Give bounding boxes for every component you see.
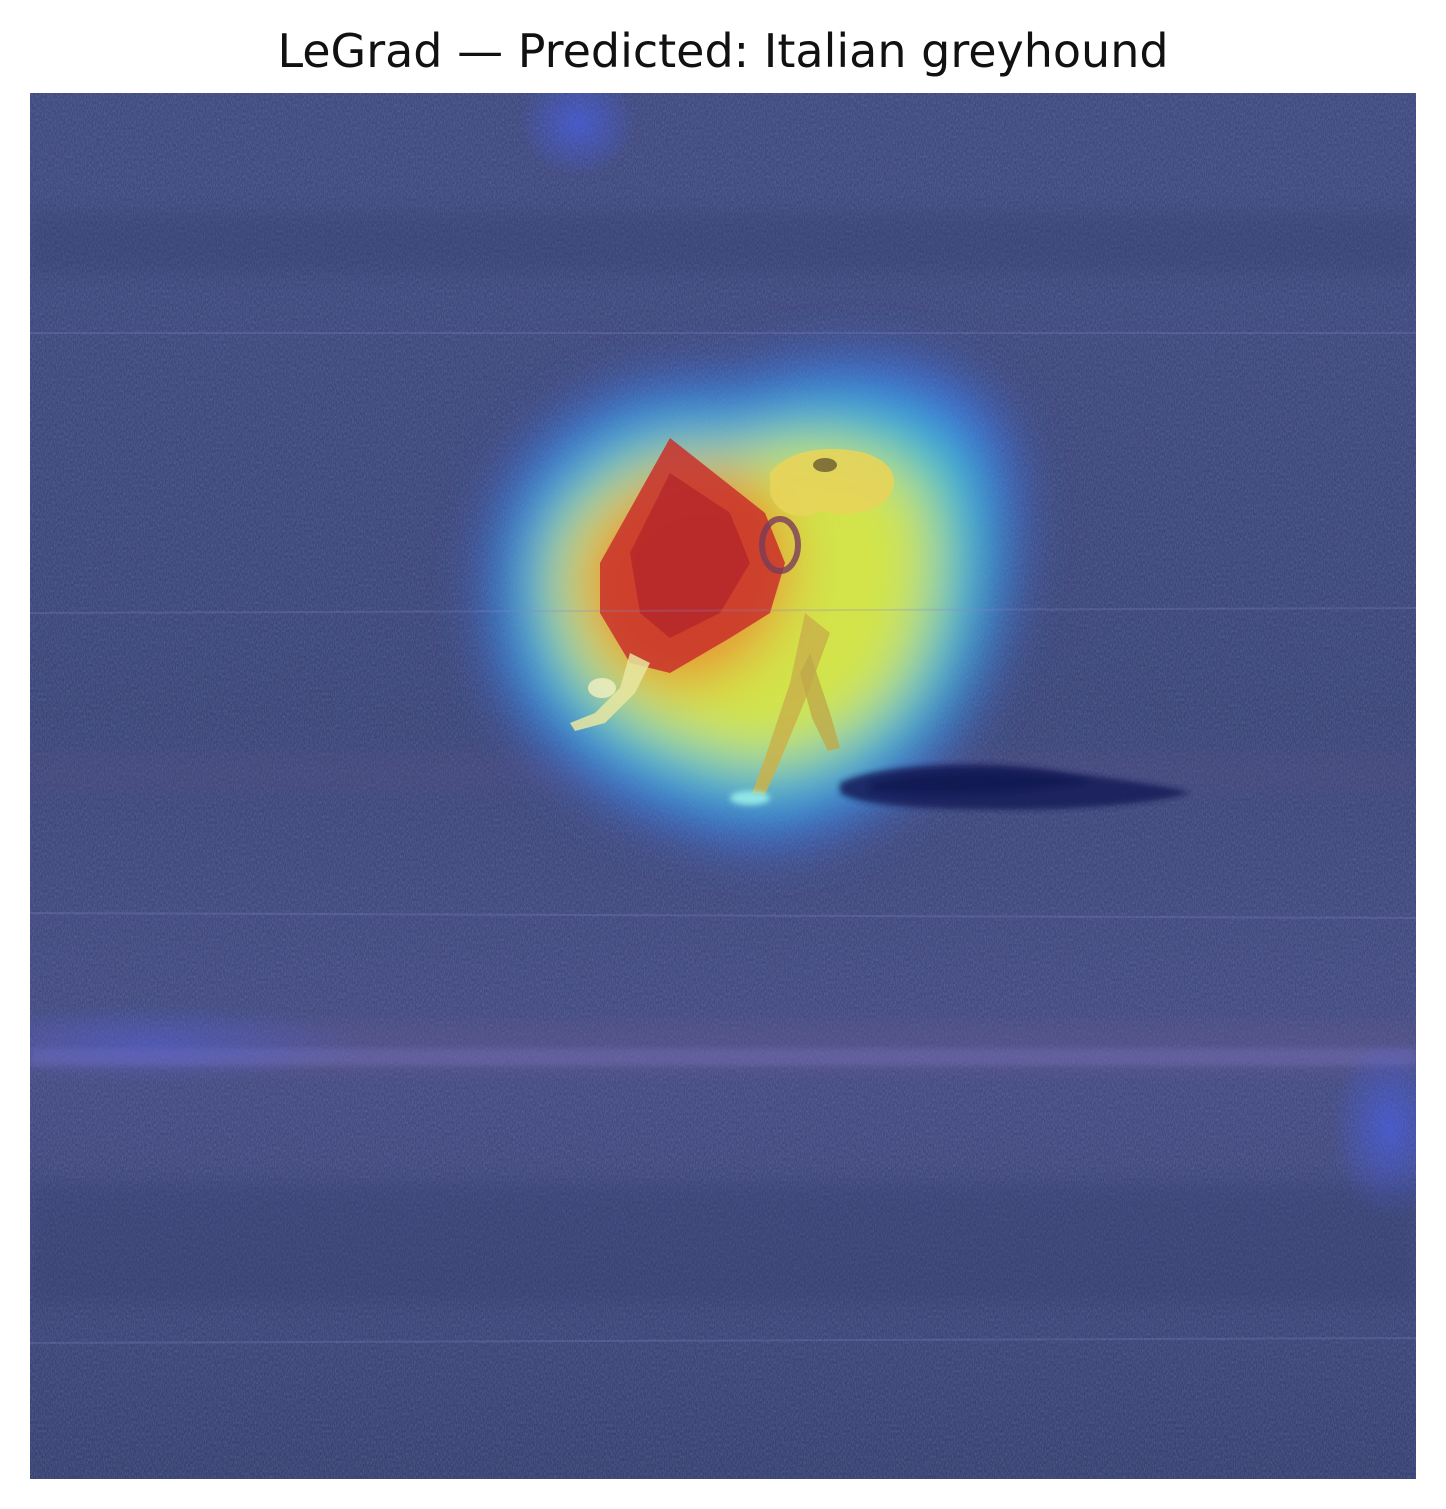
heatmap-overlay-image: [30, 93, 1416, 1479]
heatmap-svg: [30, 93, 1416, 1479]
dog-silhouette: [570, 438, 894, 805]
figure-title: LeGrad — Predicted: Italian greyhound: [277, 24, 1169, 78]
